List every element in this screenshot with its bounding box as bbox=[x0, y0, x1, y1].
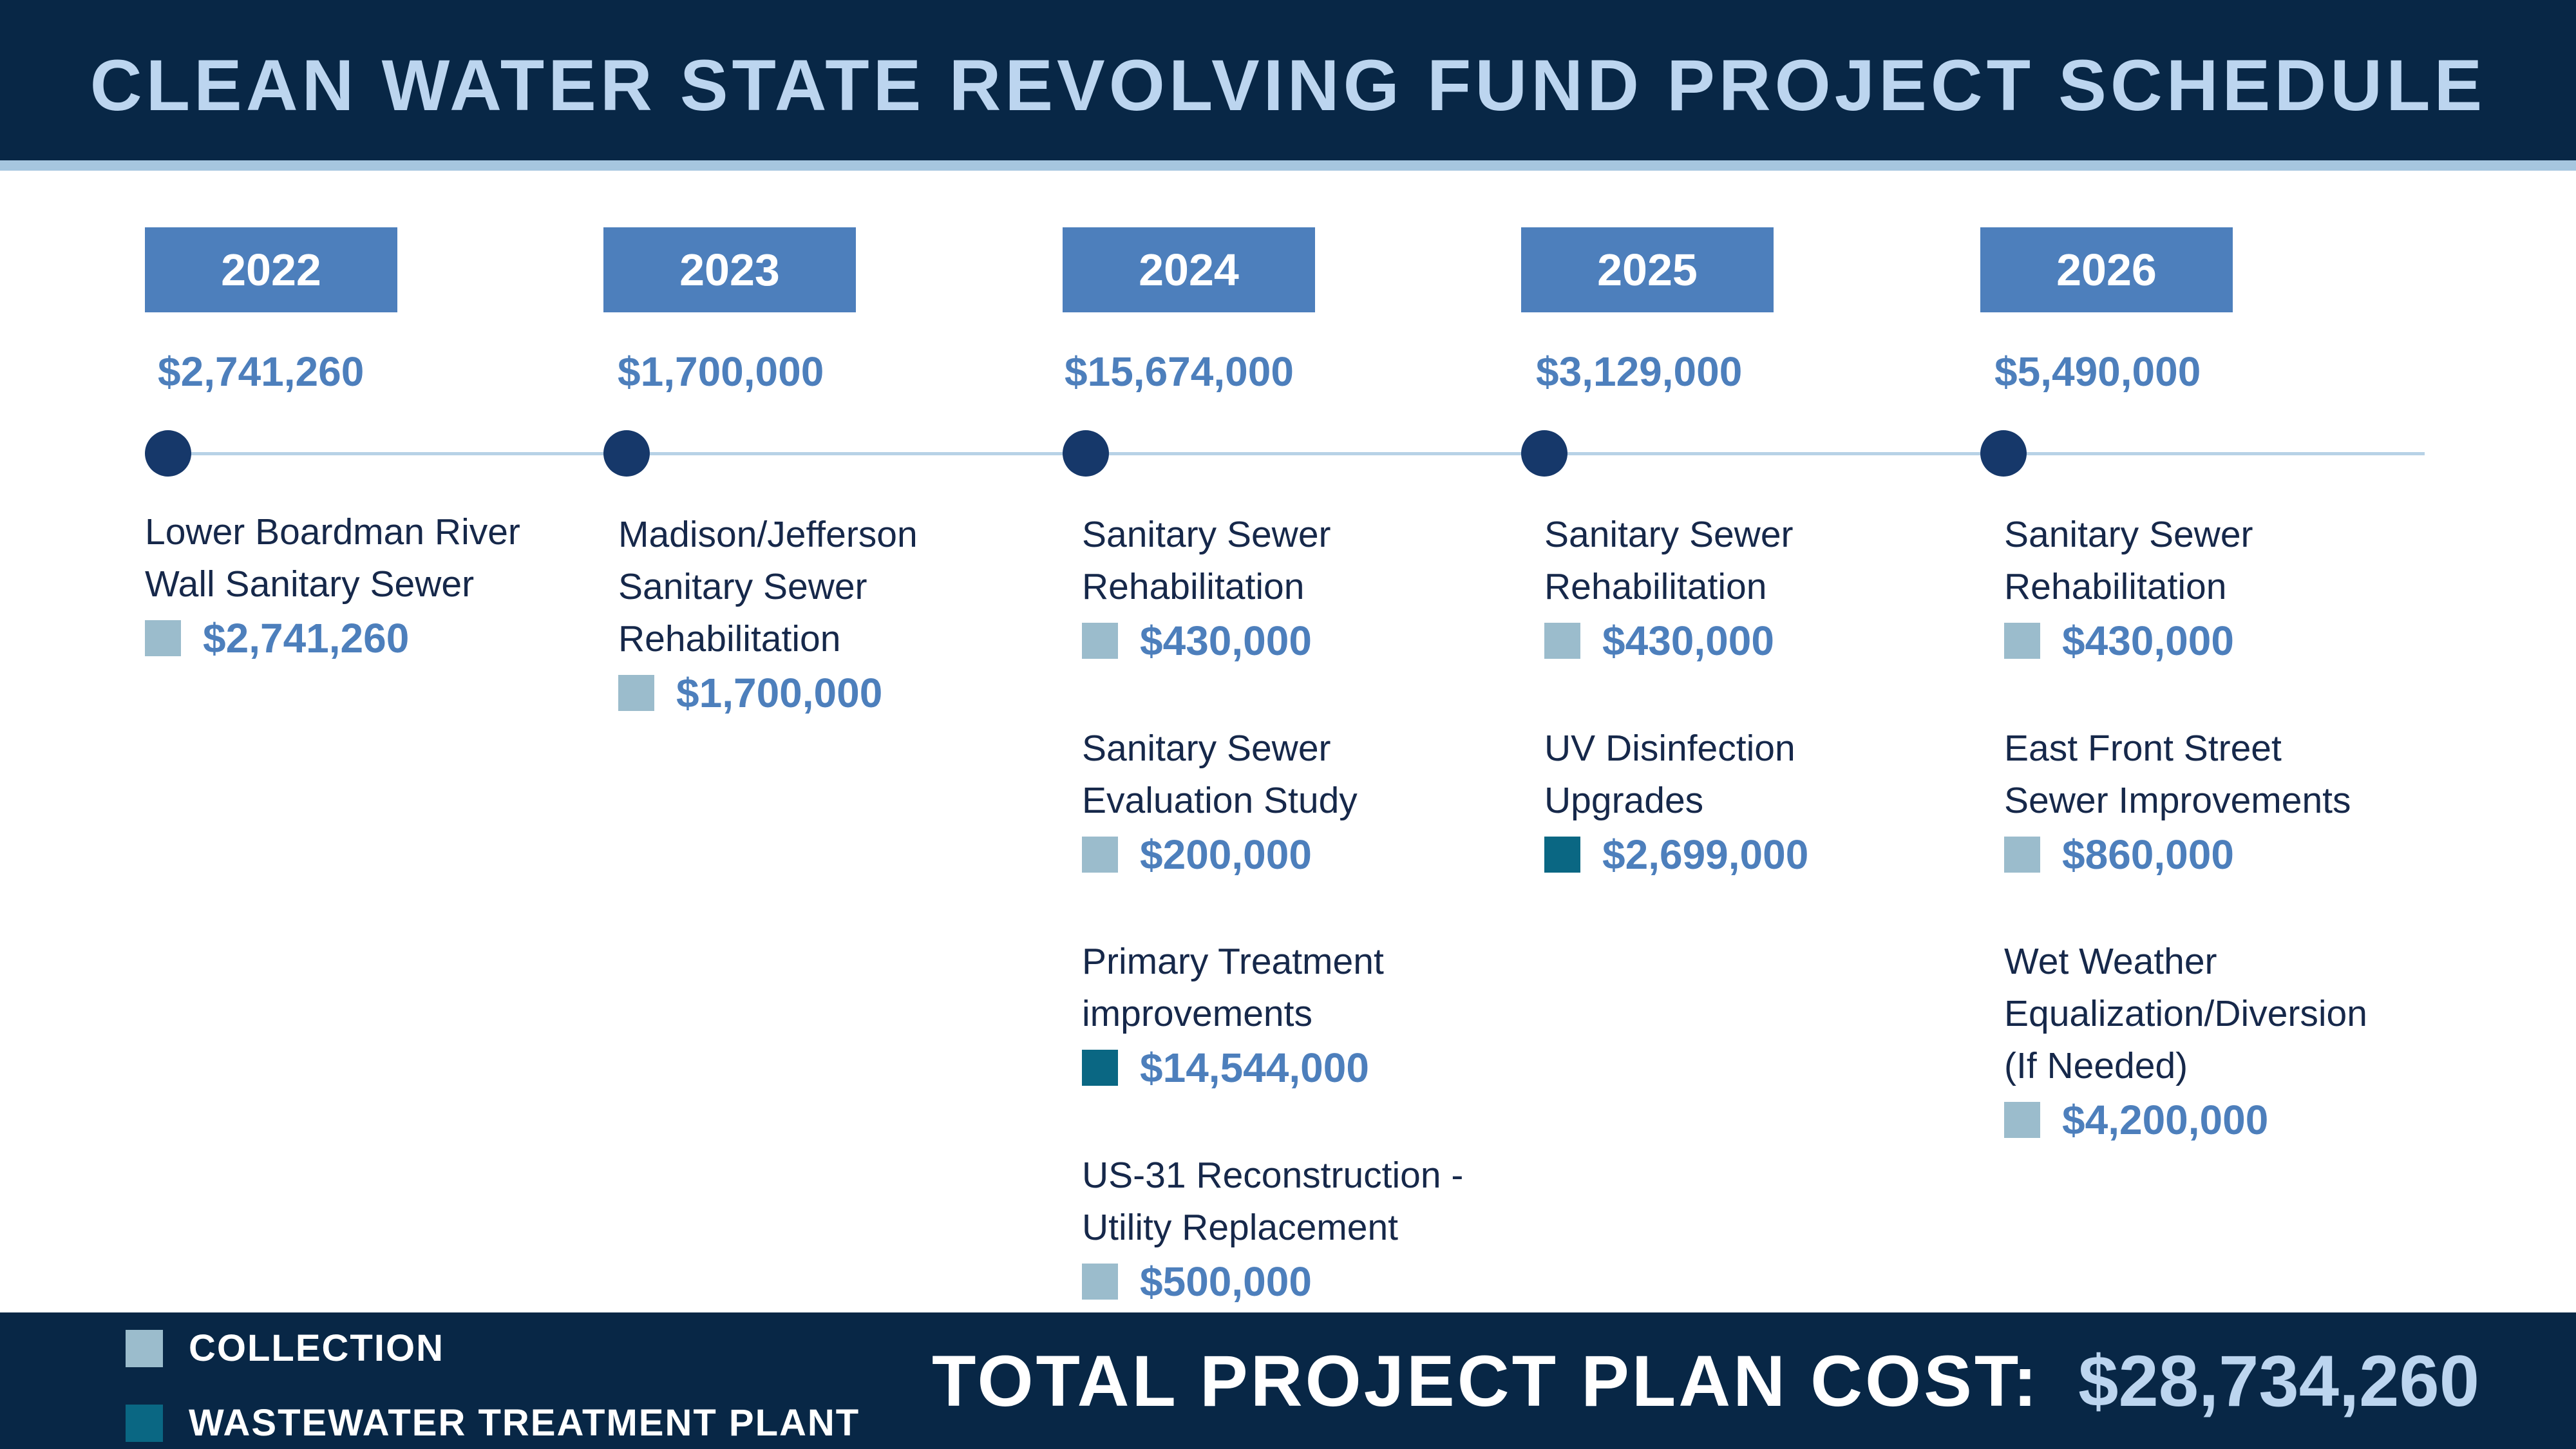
footer: COLLECTION WASTEWATER TREATMENT PLANT TO… bbox=[0, 1312, 2576, 1449]
project-cost: $430,000 bbox=[1602, 617, 1774, 664]
project-name-line: Rehabilitation bbox=[2004, 566, 2227, 607]
project-name-line: US-31 Reconstruction - bbox=[1082, 1155, 1464, 1196]
timeline-dot bbox=[603, 430, 650, 477]
project-name-line: (If Needed) bbox=[2004, 1045, 2188, 1086]
project-name-line: Rehabilitation bbox=[1544, 566, 1767, 607]
year-total: $5,490,000 bbox=[1994, 348, 2201, 395]
header bbox=[0, 0, 2576, 171]
project-name-line: East Front Street bbox=[2004, 728, 2282, 769]
wastewater-treatment-plant-swatch bbox=[126, 1404, 163, 1442]
project-name-line: Equalization/Diversion bbox=[2004, 993, 2367, 1034]
project-name-line: Rehabilitation bbox=[618, 618, 841, 659]
wastewater-treatment-plant-swatch bbox=[1082, 1049, 1118, 1086]
collection-swatch bbox=[1082, 1263, 1118, 1300]
project-name-line: UV Disinfection bbox=[1544, 728, 1795, 769]
project-name-line: Wall Sanitary Sewer bbox=[145, 564, 475, 605]
collection-swatch bbox=[126, 1329, 163, 1367]
timeline-dot bbox=[1980, 430, 2027, 477]
project-cost: $4,200,000 bbox=[2062, 1096, 2269, 1143]
project-cost: $2,741,260 bbox=[203, 614, 410, 661]
total-label: TOTAL PROJECT PLAN COST: bbox=[932, 1340, 2040, 1421]
year-label: 2023 bbox=[603, 227, 856, 312]
project-name-line: Sewer Improvements bbox=[2004, 780, 2351, 821]
year-label: 2025 bbox=[1521, 227, 1774, 312]
year-column-2023: 2023 $1,700,000 Madison/Jefferson Sanita… bbox=[603, 0, 1054, 1307]
project-cost: $500,000 bbox=[1140, 1258, 1312, 1305]
collection-swatch bbox=[2004, 622, 2040, 659]
project-item: UV Disinfection Upgrades $2,699,000 bbox=[1544, 723, 1995, 882]
year-column-2026: 2026 $5,490,000 Sanitary Sewer Rehabilit… bbox=[1980, 0, 2431, 1307]
wastewater-treatment-plant-swatch bbox=[1544, 836, 1580, 873]
project-name-line: improvements bbox=[1082, 993, 1312, 1034]
legend-item-collection: COLLECTION bbox=[126, 1327, 444, 1370]
year-column-2024: 2024 $15,674,000 Sanitary Sewer Rehabili… bbox=[1063, 0, 1513, 1307]
project-name-line: Primary Treatment bbox=[1082, 941, 1384, 982]
project-name-line: Utility Replacement bbox=[1082, 1207, 1399, 1248]
year-label: 2022 bbox=[145, 227, 397, 312]
project-name-line: Evaluation Study bbox=[1082, 780, 1358, 821]
project-name-line: Sanitary Sewer bbox=[1082, 728, 1331, 769]
project-name-line: Madison/Jefferson bbox=[618, 514, 918, 555]
year-column-2022: 2022 $2,741,260 Lower Boardman River Wal… bbox=[145, 0, 596, 1307]
project-cost: $860,000 bbox=[2062, 831, 2234, 878]
project-item: Sanitary Sewer Rehabilitation $430,000 bbox=[1082, 509, 1533, 668]
year-label: 2026 bbox=[1980, 227, 2233, 312]
project-cost: $200,000 bbox=[1140, 831, 1312, 878]
project-name-line: Sanitary Sewer bbox=[618, 566, 867, 607]
project-item: Lower Boardman River Wall Sanitary Sewer… bbox=[145, 506, 596, 665]
project-name-line: Lower Boardman River bbox=[145, 511, 520, 553]
project-cost: $2,699,000 bbox=[1602, 831, 1809, 878]
collection-swatch bbox=[618, 674, 654, 711]
collection-swatch bbox=[1544, 622, 1580, 659]
year-total: $2,741,260 bbox=[158, 348, 365, 395]
project-cost: $430,000 bbox=[2062, 617, 2234, 664]
total-value: $28,734,260 bbox=[2078, 1340, 2479, 1421]
project-name-line: Sanitary Sewer bbox=[1082, 514, 1331, 555]
collection-swatch bbox=[1082, 622, 1118, 659]
legend-label: COLLECTION bbox=[189, 1327, 444, 1369]
project-cost: $430,000 bbox=[1140, 617, 1312, 664]
project-cost: $1,700,000 bbox=[676, 669, 883, 716]
year-total: $15,674,000 bbox=[1065, 348, 1294, 395]
collection-swatch bbox=[145, 620, 181, 656]
project-name-line: Sanitary Sewer bbox=[2004, 514, 2253, 555]
project-item: Sanitary Sewer Rehabilitation $430,000 bbox=[2004, 509, 2455, 668]
year-total: $1,700,000 bbox=[618, 348, 824, 395]
project-item: Sanitary Sewer Rehabilitation $430,000 bbox=[1544, 509, 1995, 668]
project-item: US-31 Reconstruction - Utility Replaceme… bbox=[1082, 1150, 1533, 1309]
total-project-cost: TOTAL PROJECT PLAN COST: $28,734,260 bbox=[932, 1312, 2479, 1449]
collection-swatch bbox=[2004, 836, 2040, 873]
year-label: 2024 bbox=[1063, 227, 1315, 312]
project-item: Sanitary Sewer Evaluation Study $200,000 bbox=[1082, 723, 1533, 882]
collection-swatch bbox=[1082, 836, 1118, 873]
year-total: $3,129,000 bbox=[1536, 348, 1743, 395]
timeline-dot bbox=[1063, 430, 1109, 477]
year-column-2025: 2025 $3,129,000 Sanitary Sewer Rehabilit… bbox=[1521, 0, 1972, 1307]
legend-item-wastewater-treatment-plant: WASTEWATER TREATMENT PLANT bbox=[126, 1401, 860, 1444]
project-name-line: Rehabilitation bbox=[1082, 566, 1305, 607]
legend-label: WASTEWATER TREATMENT PLANT bbox=[189, 1402, 860, 1444]
project-name-line: Upgrades bbox=[1544, 780, 1704, 821]
project-name-line: Wet Weather bbox=[2004, 941, 2217, 982]
timeline-dot bbox=[1521, 430, 1567, 477]
project-item: Wet Weather Equalization/Diversion (If N… bbox=[2004, 936, 2455, 1147]
project-item: East Front Street Sewer Improvements $86… bbox=[2004, 723, 2455, 882]
project-cost: $14,544,000 bbox=[1140, 1044, 1369, 1091]
project-name-line: Sanitary Sewer bbox=[1544, 514, 1794, 555]
project-item: Madison/Jefferson Sanitary Sewer Rehabil… bbox=[618, 509, 1069, 720]
project-item: Primary Treatment improvements $14,544,0… bbox=[1082, 936, 1533, 1095]
timeline-line bbox=[167, 452, 2425, 455]
timeline-dot bbox=[145, 430, 191, 477]
page-title: CLEAN WATER STATE REVOLVING FUND PROJECT… bbox=[90, 45, 2486, 126]
collection-swatch bbox=[2004, 1101, 2040, 1138]
